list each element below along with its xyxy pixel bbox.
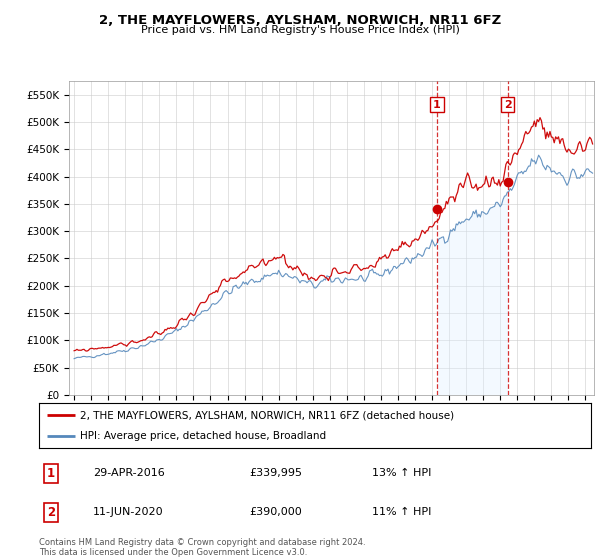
Text: 2: 2 [504, 100, 512, 110]
Text: £339,995: £339,995 [249, 468, 302, 478]
Text: 13% ↑ HPI: 13% ↑ HPI [372, 468, 431, 478]
Text: 2: 2 [47, 506, 55, 519]
Text: £390,000: £390,000 [249, 507, 302, 517]
Text: 11% ↑ HPI: 11% ↑ HPI [372, 507, 431, 517]
Text: Contains HM Land Registry data © Crown copyright and database right 2024.
This d: Contains HM Land Registry data © Crown c… [39, 538, 365, 557]
Text: 2, THE MAYFLOWERS, AYLSHAM, NORWICH, NR11 6FZ (detached house): 2, THE MAYFLOWERS, AYLSHAM, NORWICH, NR1… [80, 410, 455, 421]
Text: 1: 1 [433, 100, 441, 110]
Text: 2, THE MAYFLOWERS, AYLSHAM, NORWICH, NR11 6FZ: 2, THE MAYFLOWERS, AYLSHAM, NORWICH, NR1… [99, 14, 501, 27]
Text: 1: 1 [47, 466, 55, 480]
Text: Price paid vs. HM Land Registry's House Price Index (HPI): Price paid vs. HM Land Registry's House … [140, 25, 460, 35]
Text: HPI: Average price, detached house, Broadland: HPI: Average price, detached house, Broa… [80, 431, 326, 441]
Text: 29-APR-2016: 29-APR-2016 [93, 468, 165, 478]
Text: 11-JUN-2020: 11-JUN-2020 [93, 507, 164, 517]
